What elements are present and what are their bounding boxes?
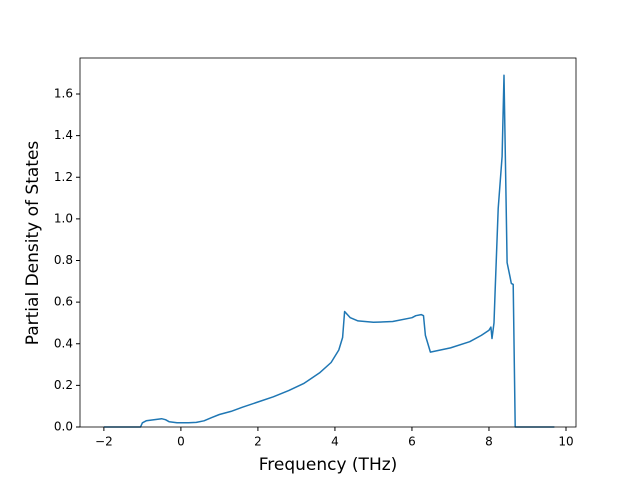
y-tick-label: 1.0 [54,211,73,225]
plot-frame [79,57,577,428]
data-line [103,74,555,428]
x-tick-label: 0 [177,435,185,449]
x-tick-label: 4 [331,435,339,449]
x-axis-title: Frequency (THz) [259,455,398,475]
y-tick-label: 1.4 [54,128,73,142]
x-tick-label: 6 [408,435,416,449]
y-tick-label: 0.6 [54,295,73,309]
y-axis-title: Partial Density of States [23,141,43,346]
y-tick-label: 0.0 [54,420,73,434]
x-tick-label: 8 [485,435,493,449]
y-tick-label: 0.4 [54,336,73,350]
x-tick-label: 10 [558,435,573,449]
y-tick-label: 0.8 [54,253,73,267]
x-tick-label: 2 [254,435,262,449]
y-tick-label: 0.2 [54,378,73,392]
y-tick-label: 1.6 [54,87,73,101]
x-tick-label: −2 [95,435,113,449]
y-tick-label: 1.2 [54,170,73,184]
